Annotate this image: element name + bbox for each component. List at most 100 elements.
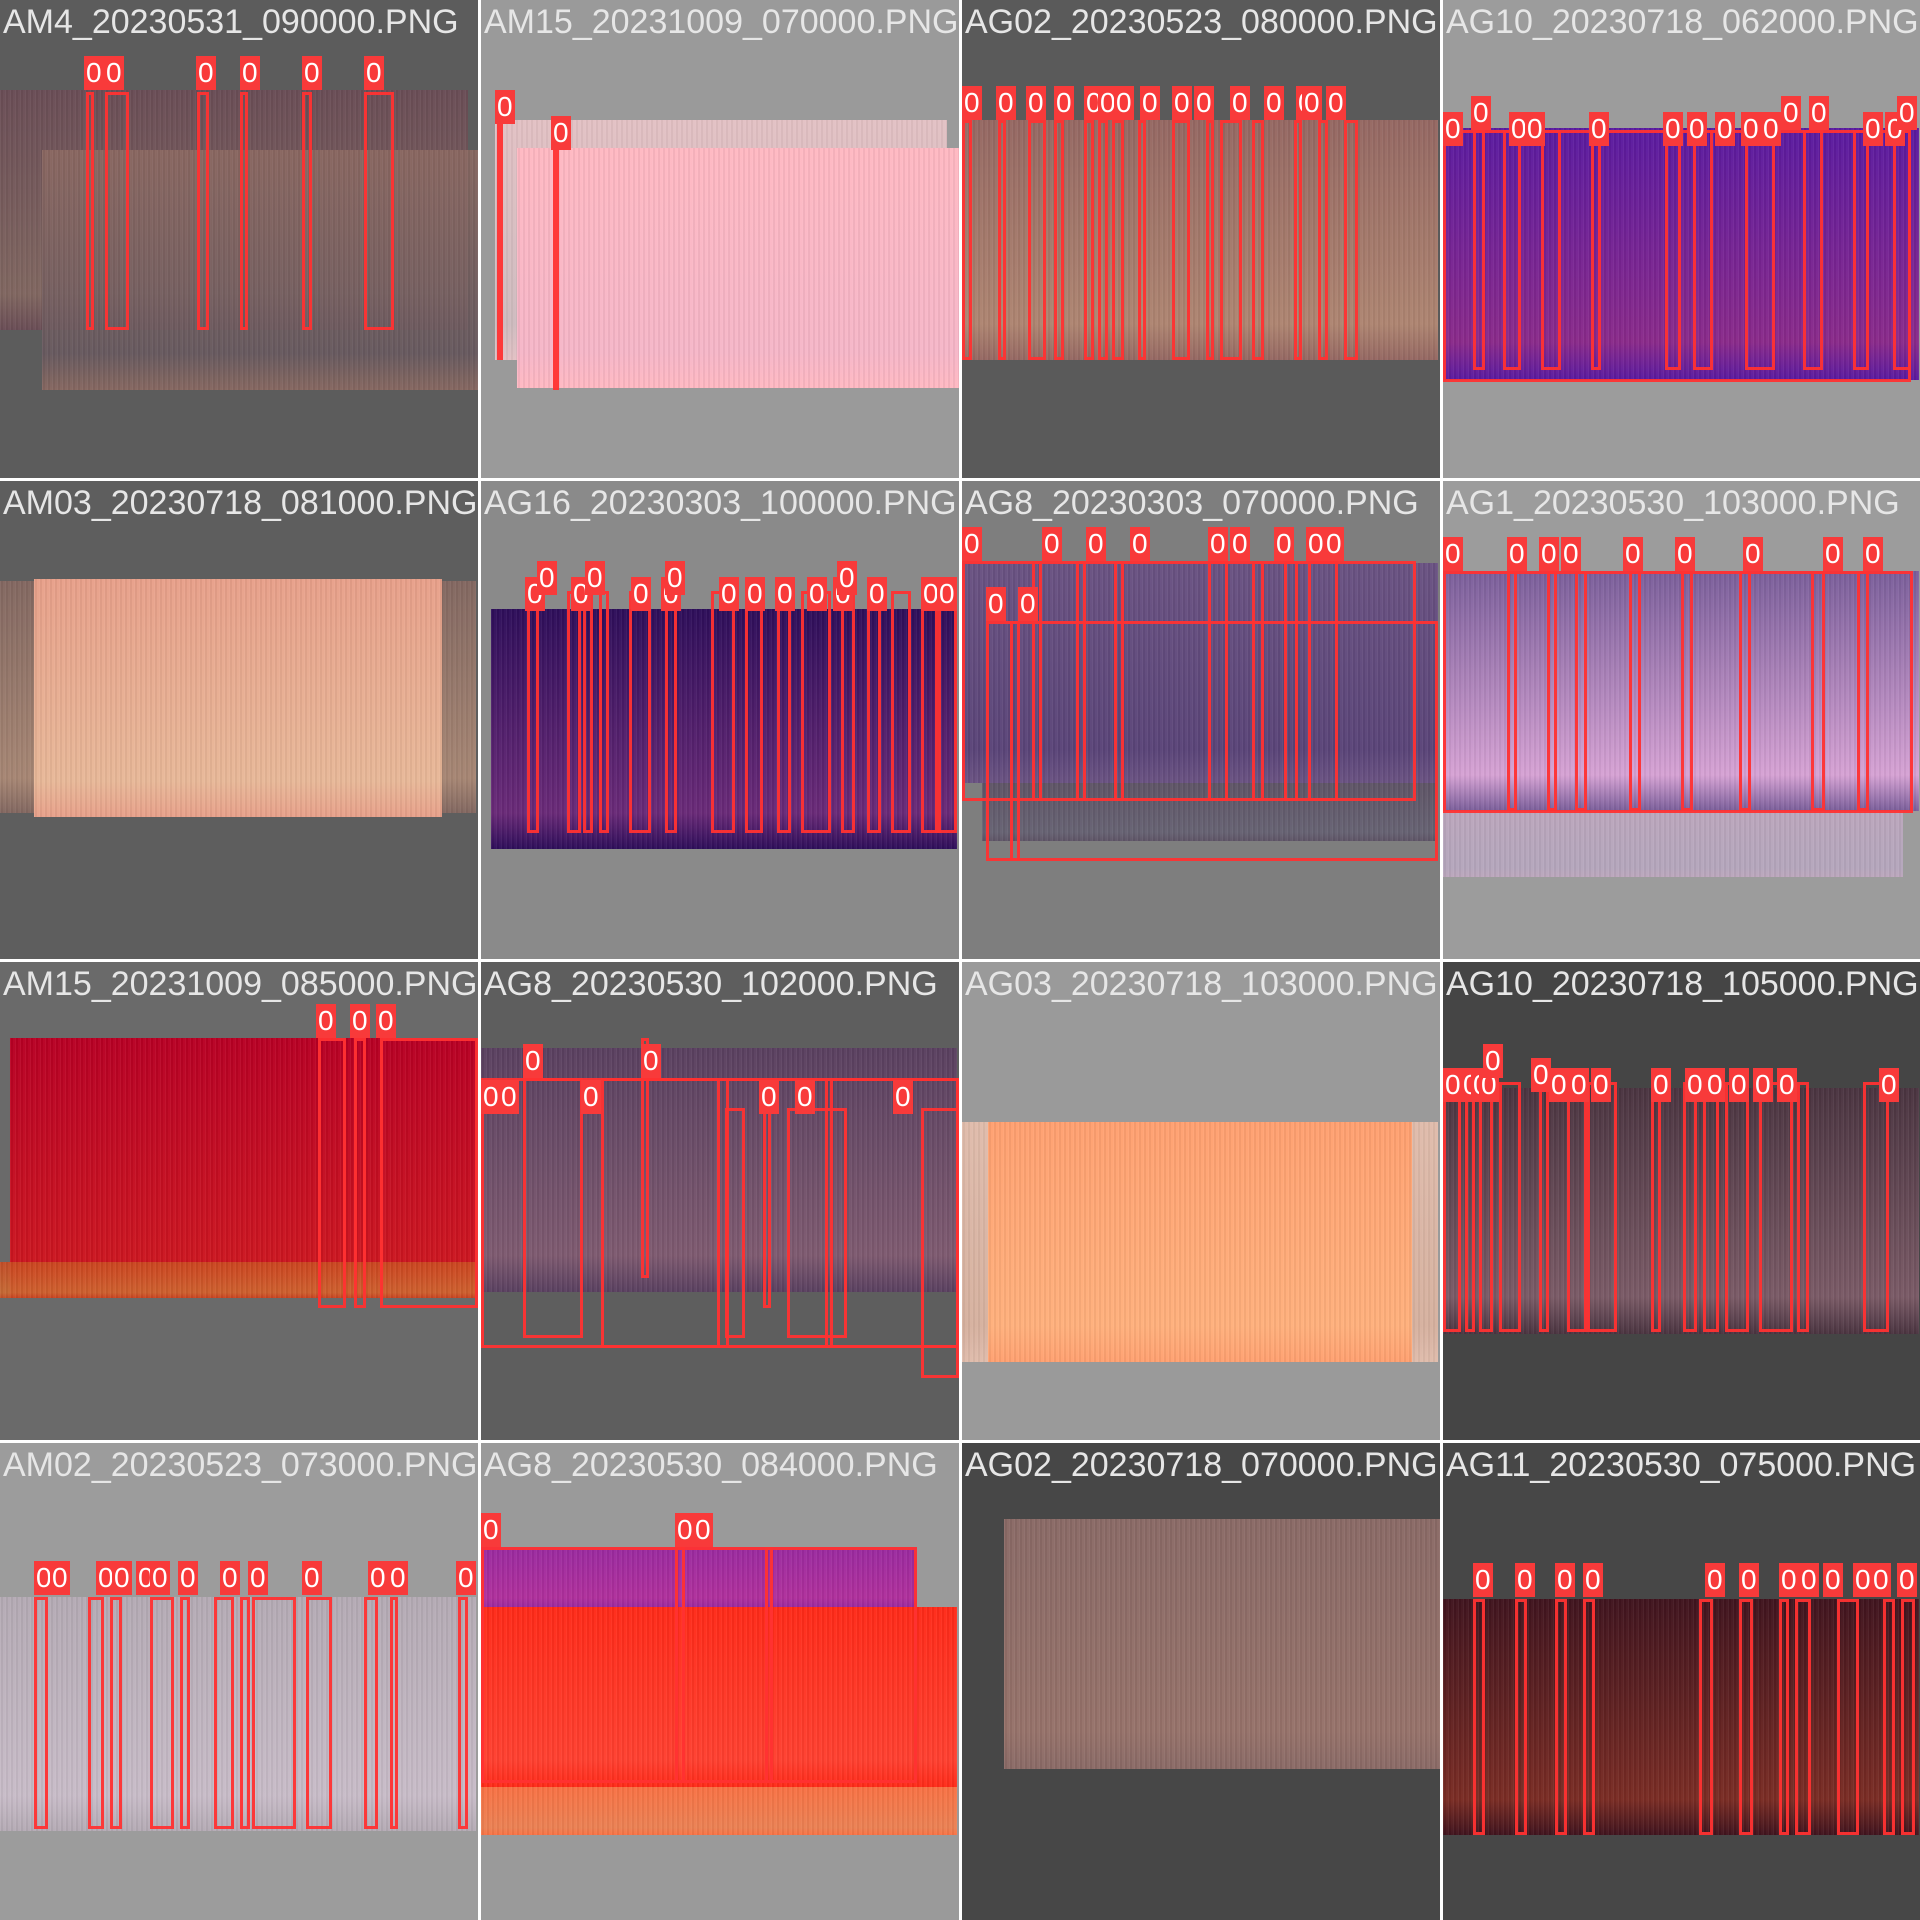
detection-box [1883,1599,1895,1835]
detection-label: 0 [1326,86,1346,120]
detection-label: 0 [84,56,104,90]
detection-label: 0 [1729,1068,1749,1102]
detection-box [567,591,581,833]
detection-box [1252,561,1264,801]
detection-box [962,120,972,360]
detection-label: 0 [996,86,1016,120]
detection-label: 0 [1583,1563,1603,1597]
detection-box [306,1597,332,1829]
detection-box [1803,130,1823,370]
spectrogram-image [42,150,478,390]
detection-box [1699,1599,1713,1835]
detection-label: 0 [1879,1068,1899,1102]
detection-box [318,1038,346,1308]
mosaic-tile: 0 0 0 0 0 0 0 0 0 0 0 0 0 AM02_20230523_073000.PNG [0,1443,478,1920]
detection-label: 0 [1687,112,1707,146]
detection-box [197,92,209,330]
spectrogram-texture [0,1262,476,1298]
detection-label: 0 [240,56,260,90]
detection-label: 0 [962,86,982,120]
detection-label: 0 [302,1561,322,1595]
detection-box [787,1108,847,1338]
detection-label: 0 [1685,1068,1705,1102]
detection-label: 0 [1130,527,1150,561]
detection-label: 0 [196,56,216,90]
detection-box [777,591,791,833]
detection-label: 0 [1208,527,1228,561]
detection-box [1010,621,1020,861]
detection-box [1076,561,1086,801]
detection-label: 0 [1194,86,1214,120]
detection-box [180,1597,190,1829]
detection-box [583,591,593,833]
detection-box [1252,120,1264,360]
detection-label: 0 [1589,112,1609,146]
detection-label: 0 [759,1080,779,1114]
spectrogram-texture [988,1122,1412,1362]
detection-label: 0 [1777,1068,1797,1102]
detection-box [364,92,394,330]
detection-label: 0 [1306,527,1326,561]
detection-label: 0 [775,577,795,611]
detection-box [1739,1599,1753,1835]
detection-box [641,1038,649,1278]
detection-label: 0 [1799,1563,1819,1597]
spectrogram-texture [1443,128,1919,380]
detection-box [1539,1082,1549,1332]
detection-label: 0 [1675,537,1695,571]
spectrogram-texture [481,1547,917,1607]
detection-label: 0 [1715,112,1735,146]
detection-label: 0 [675,1513,695,1547]
detection-label: 0 [745,577,765,611]
detection-box [240,92,248,330]
detection-label: 0 [641,1044,661,1078]
detection-box [1284,561,1298,801]
detection-box [1779,1599,1789,1835]
detection-label: 0 [1863,112,1883,146]
detection-box [1587,1082,1617,1332]
detection-box [1114,561,1124,801]
detection-box [1515,1599,1527,1835]
detection-label: 0 [1871,1563,1891,1597]
detection-box [665,591,677,833]
detection-label: 0 [1509,112,1529,146]
detection-box [354,1038,366,1308]
mosaic-tile: AG03_20230718_103000.PNG [962,962,1440,1440]
spectrogram-texture [0,1597,476,1831]
detection-label: 0 [1443,1068,1463,1102]
detection-box [380,1038,478,1308]
detection-label: 0 [1274,527,1294,561]
mosaic-tile: 0 0 AM15_20231009_070000.PNG [481,0,959,478]
spectrogram-texture [1443,1088,1919,1334]
detection-box [986,621,1438,861]
detection-box [725,1108,745,1338]
detection-label: 0 [1443,112,1463,146]
detection-box [1745,130,1775,370]
detection-label: 0 [1823,1563,1843,1597]
detection-box [1547,571,1557,811]
detection-box [553,148,559,390]
detection-box [629,591,651,833]
detection-box [1651,1082,1661,1332]
detection-label: 0 [1863,537,1883,571]
detection-label: 0 [1026,86,1046,120]
detection-label: 0 [1761,112,1781,146]
detection-label: 0 [1549,1068,1569,1102]
spectrogram-image [1004,1519,1440,1769]
detection-label: 0 [1897,96,1917,130]
spectrogram-image [1443,128,1919,380]
detection-label: 0 [1539,537,1559,571]
spectrogram-texture [1443,811,1903,877]
detection-label: 0 [350,1004,370,1038]
spectrogram-texture [1004,1519,1440,1769]
detection-box [1857,571,1869,811]
spectrogram-image [481,1607,957,1787]
detection-box [1665,130,1681,370]
detection-label: 0 [499,1080,519,1114]
detection-label: 0 [1054,86,1074,120]
detection-label: 0 [1483,1044,1503,1078]
detection-label: 0 [481,1513,501,1547]
detection-label: 0 [807,577,827,611]
detection-box [34,1597,48,1829]
spectrogram-image [1443,1088,1919,1334]
